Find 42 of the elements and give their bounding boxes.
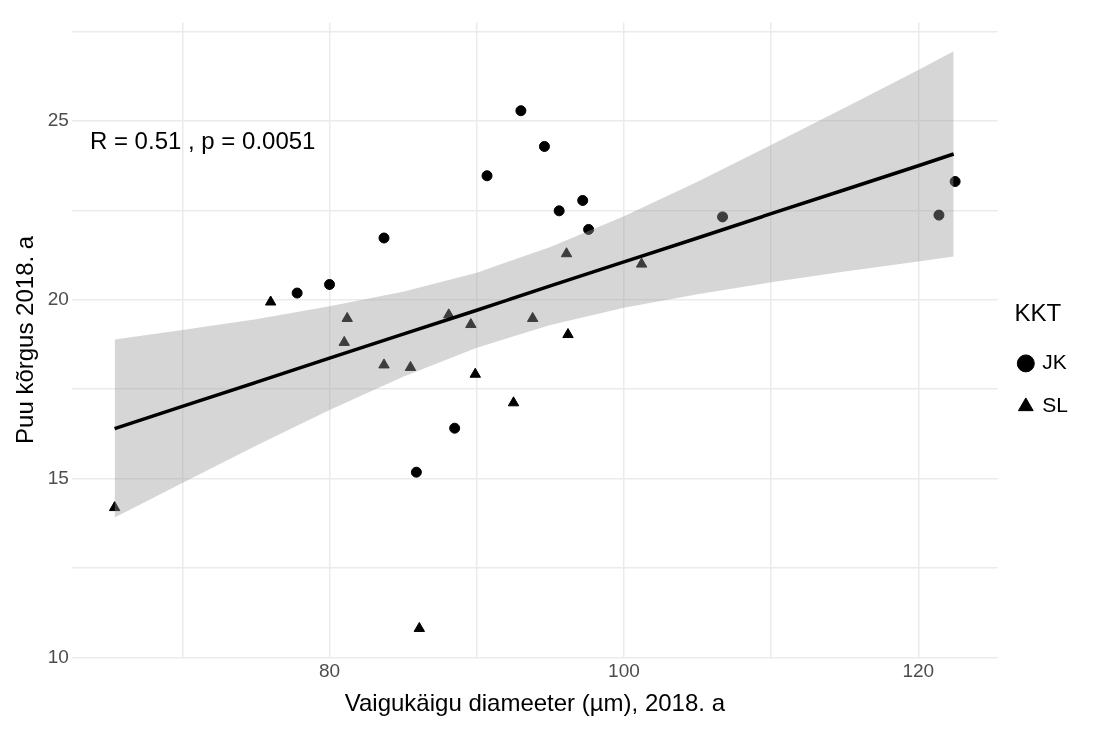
legend-label: SL [1042, 393, 1068, 417]
point [583, 223, 595, 235]
point [465, 318, 477, 329]
point [341, 311, 353, 322]
x-axis-title: Vaigukäigu diameeter (µm), 2018. a [344, 689, 726, 717]
point [560, 247, 573, 258]
point [449, 422, 461, 434]
point [515, 105, 527, 117]
y-tick-label: 10 [47, 645, 69, 667]
point [413, 621, 426, 632]
point [404, 360, 417, 371]
point [949, 176, 961, 188]
point [481, 170, 493, 182]
y-tick-label: 20 [47, 288, 69, 310]
point [553, 205, 565, 217]
x-tick-label: 100 [608, 660, 640, 682]
point [324, 278, 336, 290]
point [562, 328, 574, 339]
point [443, 308, 455, 319]
legend-title: KKT [1014, 298, 1062, 326]
point [264, 295, 277, 306]
y-tick-label: 15 [47, 466, 69, 488]
annotation: R = 0.51 , p = 0.0051 [89, 127, 316, 155]
point [469, 367, 481, 378]
y-axis-title: Puu kõrgus 2018. a [11, 235, 39, 444]
point [410, 466, 422, 478]
point [378, 358, 390, 369]
x-tick-label: 120 [902, 660, 935, 682]
point [538, 140, 550, 152]
legend-label: JK [1042, 350, 1067, 374]
point [338, 335, 350, 346]
point [291, 287, 303, 299]
point [577, 194, 589, 206]
point [635, 257, 648, 268]
point [717, 211, 729, 223]
point [526, 311, 539, 322]
x-tick-label: 80 [318, 660, 341, 682]
y-tick-label: 25 [47, 109, 69, 131]
point [507, 396, 520, 407]
point [378, 232, 390, 244]
point [108, 501, 121, 512]
point [933, 209, 945, 221]
